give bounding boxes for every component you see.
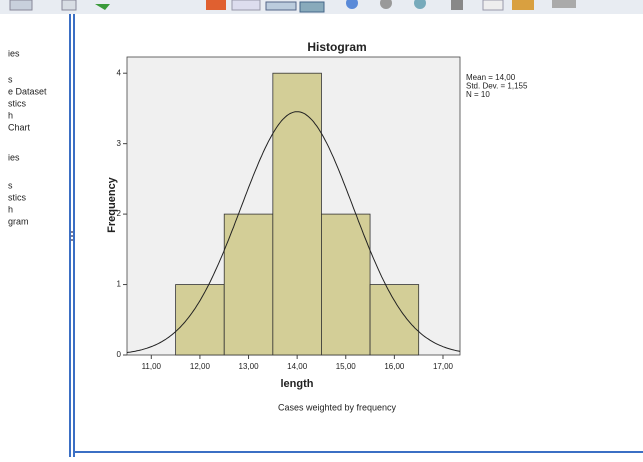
tool-icon[interactable] [380, 0, 392, 9]
outline-item[interactable]: Chart [8, 122, 31, 132]
bar [223, 213, 274, 356]
outline-item[interactable]: h [8, 204, 13, 214]
bar [321, 213, 371, 356]
outline-item[interactable]: ies [8, 48, 20, 58]
splitter-grip[interactable] [71, 231, 73, 241]
y-axis-label: Frequency [106, 176, 118, 233]
outline-item[interactable]: ies [8, 152, 20, 162]
tool-icon[interactable] [552, 0, 576, 8]
outline-item[interactable]: gram [8, 216, 29, 226]
tool-icon[interactable] [9, 0, 33, 11]
outline-item[interactable]: s [8, 180, 13, 190]
x-tick-label: 15,00 [336, 362, 357, 371]
outline-item[interactable]: e Dataset [8, 86, 47, 96]
outline-pane [0, 14, 68, 457]
x-tick-label: 14,00 [287, 362, 308, 371]
outline-item[interactable]: stics [8, 98, 27, 108]
bar [369, 284, 420, 356]
normal-curve [126, 111, 461, 353]
chart-title: Histogram [307, 40, 366, 54]
tool-icon[interactable] [414, 0, 426, 9]
y-tick-label: 0 [117, 350, 122, 359]
tool-icon[interactable] [231, 0, 261, 11]
outline-item[interactable]: s [8, 74, 13, 84]
y-tick-label: 4 [117, 68, 122, 77]
footnote: Cases weighted by frequency [278, 402, 397, 412]
tool-icon[interactable] [206, 0, 226, 10]
tool-icon[interactable] [346, 0, 358, 9]
x-tick-label: 16,00 [384, 362, 405, 371]
y-tick-label: 1 [117, 280, 122, 289]
bar [272, 72, 322, 356]
x-axis-label: length [281, 378, 314, 390]
tool-icon[interactable] [451, 0, 463, 10]
x-tick-label: 13,00 [239, 362, 260, 371]
tool-icon[interactable] [265, 1, 297, 11]
tool-icon[interactable] [299, 1, 325, 13]
stat-label: Std. Dev. = 1,155 [466, 82, 528, 91]
x-tick-label: 17,00 [433, 362, 454, 371]
stat-label: Mean = 14,00 [466, 73, 516, 82]
stat-label: N = 10 [466, 90, 490, 99]
y-tick-label: 3 [117, 139, 122, 148]
outline-item[interactable]: stics [8, 192, 27, 202]
outline-item[interactable]: h [8, 110, 13, 120]
bar [175, 284, 225, 356]
tool-icon[interactable] [482, 0, 504, 11]
tool-icon[interactable] [61, 0, 77, 11]
tool-icon[interactable] [95, 4, 110, 10]
tool-icon[interactable] [512, 0, 534, 10]
y-tick-label: 2 [117, 209, 122, 218]
x-tick-label: 12,00 [190, 362, 211, 371]
x-tick-label: 11,00 [142, 362, 162, 371]
